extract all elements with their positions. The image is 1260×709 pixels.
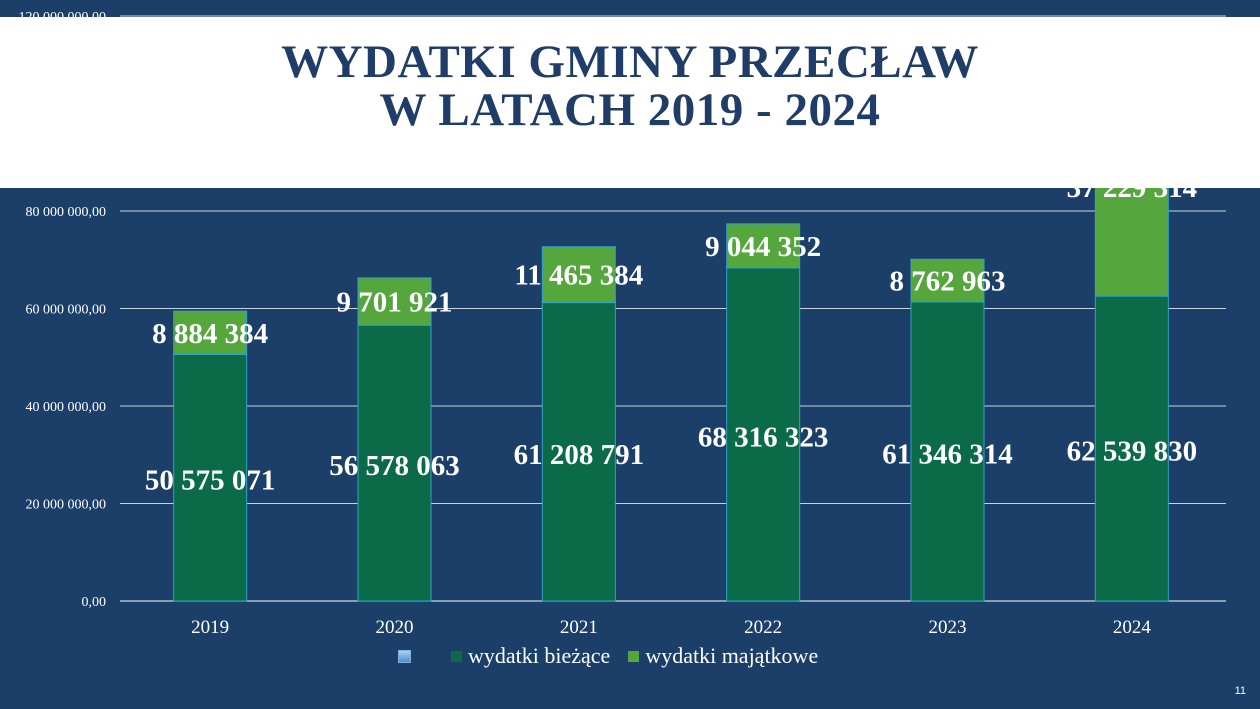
bar-biezace [910, 301, 985, 602]
y-tick-label: 60 000 000,00 [26, 303, 107, 318]
data-label-majatkowe: 9 044 352 [705, 231, 821, 263]
legend-label-majatkowe: wydatki majątkowe [645, 643, 819, 668]
y-tick-label: 0,00 [82, 595, 107, 610]
bar-majatkowe [541, 246, 616, 304]
chart-title-line-1: WYDATKI GMINY PRZECŁAW [281, 36, 979, 88]
bar-biezace [173, 353, 248, 602]
legend-label-biezace: wydatki bieżące [468, 643, 611, 668]
legend-swatch-biezace [451, 650, 462, 662]
bar-biezace [726, 267, 801, 602]
data-label-biezace: 56 578 063 [329, 450, 460, 482]
data-label-biezace: 61 208 791 [514, 439, 645, 471]
x-tick-label: 2020 [376, 617, 414, 638]
bar-majatkowe [910, 258, 985, 303]
x-tick-label: 2024 [1113, 617, 1152, 638]
x-tick-label: 2022 [744, 617, 782, 638]
y-tick-label: 40 000 000,00 [26, 400, 107, 415]
bar-majatkowe [173, 310, 248, 355]
bar-biezace [541, 302, 616, 602]
data-label-majatkowe: 8 884 384 [152, 318, 268, 350]
y-tick-label: 80 000 000,00 [26, 205, 107, 220]
data-label-majatkowe: 11 465 384 [514, 260, 643, 292]
chart-title-line-2: W LATACH 2019 - 2024 [379, 84, 881, 136]
y-tick-label: 20 000 000,00 [26, 498, 107, 513]
data-label-majatkowe: 9 701 921 [337, 287, 453, 319]
bar-biezace [1094, 295, 1169, 602]
data-label-biezace: 68 316 323 [698, 421, 829, 453]
data-label-biezace: 50 575 071 [145, 465, 276, 497]
x-tick-label: 2021 [560, 617, 598, 638]
title-box: WYDATKI GMINY PRZECŁAW W LATACH 2019 - 2… [0, 17, 1260, 188]
bar-majatkowe [357, 277, 432, 326]
x-tick-label: 2019 [191, 617, 229, 638]
data-label-biezace: 61 346 314 [882, 438, 1013, 470]
x-tick-label: 2023 [929, 617, 967, 638]
bar-biezace [357, 324, 432, 602]
legend-item-majatkowe: wydatki majątkowe [628, 643, 818, 669]
bar-majatkowe [726, 223, 801, 269]
legend-item-biezace: wydatki bieżące [451, 643, 610, 669]
data-label-majatkowe: 8 762 963 [890, 266, 1006, 298]
data-label-biezace: 62 539 830 [1067, 436, 1198, 468]
legend-swatch-majatkowe [628, 650, 640, 662]
legend-empty-marker [398, 649, 411, 663]
page-number: 11 [1234, 685, 1246, 697]
legend: wydatki bieżące wydatki majątkowe [398, 643, 836, 669]
